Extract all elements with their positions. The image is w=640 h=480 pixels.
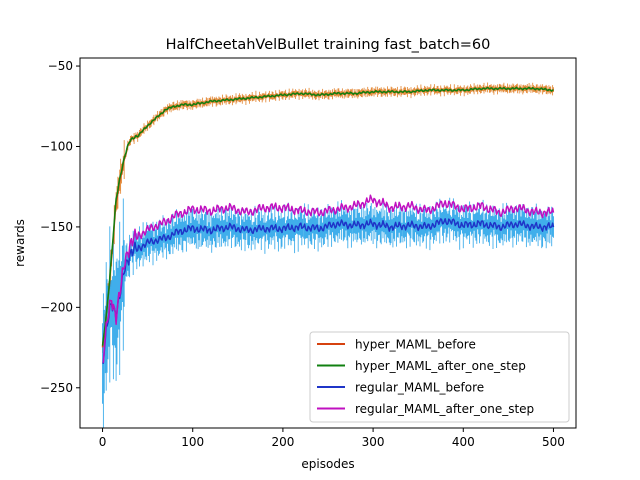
legend-box bbox=[309, 331, 570, 423]
axis-ticks: 0 100 200 300 400 500 −250 −200 −150 −100 −50 bbox=[40, 59, 565, 449]
y-axis-label: rewards bbox=[13, 219, 27, 267]
series-line-regular_MAML_after_one_step bbox=[102, 194, 555, 363]
series-line-regular_MAML_before bbox=[102, 218, 555, 365]
x-tick-label: 500 bbox=[542, 435, 565, 449]
x-tick-label: 300 bbox=[362, 435, 385, 449]
y-tick-label: −250 bbox=[40, 381, 73, 395]
chart-title: HalfCheetahVelBullet training fast_batch… bbox=[166, 37, 491, 53]
y-tick-label: −100 bbox=[40, 139, 73, 153]
y-tick-label: −150 bbox=[40, 220, 73, 234]
legend: hyper_MAML_before hyper_MAML_after_one_st… bbox=[309, 331, 570, 423]
x-tick-label: 200 bbox=[271, 435, 294, 449]
plot-area bbox=[101, 82, 555, 428]
axes-frame bbox=[79, 57, 577, 429]
y-tick-label: −200 bbox=[40, 300, 73, 314]
y-tick-label: −50 bbox=[48, 59, 73, 73]
legend-label: regular_MAML_before bbox=[355, 381, 484, 395]
x-tick-label: 400 bbox=[452, 435, 475, 449]
series-line-hyper_MAML_after_one_step bbox=[101, 86, 554, 346]
x-tick-label: 0 bbox=[99, 435, 107, 449]
x-axis-label: episodes bbox=[301, 457, 354, 471]
legend-label: hyper_MAML_after_one_step bbox=[355, 359, 526, 373]
x-tick-label: 100 bbox=[181, 435, 204, 449]
legend-label: hyper_MAML_before bbox=[355, 338, 476, 352]
legend-label: regular_MAML_after_one_step bbox=[355, 402, 534, 416]
